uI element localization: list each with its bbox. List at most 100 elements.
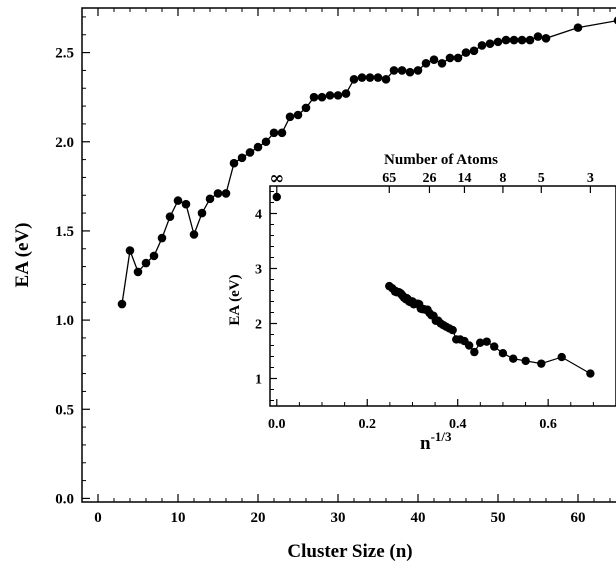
inset-top-tick-label: 65 [382, 171, 396, 186]
inset-data-point [537, 359, 546, 368]
main-data-point [517, 35, 527, 45]
inset-x-tick-label: 0.4 [449, 417, 467, 432]
main-data-point [501, 35, 511, 45]
main-data-point [285, 112, 295, 122]
main-data-point [269, 128, 279, 138]
main-data-point [405, 67, 415, 77]
main-data-point [453, 53, 463, 63]
main-data-point [141, 258, 151, 268]
main-data-point [429, 55, 439, 65]
main-y-tick-label: 0.5 [55, 402, 74, 418]
inset-data-point [521, 356, 530, 366]
main-data-point [445, 53, 455, 63]
main-data-point [413, 66, 423, 75]
main-x-tick-label: 10 [171, 510, 186, 526]
main-data-point [301, 103, 311, 113]
main-data-point [381, 75, 391, 84]
main-data-point [213, 189, 223, 198]
main-data-point [357, 73, 367, 82]
inset-data-point [557, 352, 566, 362]
main-data-point [333, 91, 343, 100]
inset-background [262, 150, 616, 412]
inset-y-tick-label: 2 [255, 318, 262, 333]
main-data-point [181, 199, 191, 209]
inset-data-point [490, 342, 499, 351]
inset-x-axis-title: n-1/3 [420, 429, 452, 454]
main-x-tick-label: 50 [491, 510, 506, 526]
main-data-point [485, 39, 495, 48]
inset-x-tick-label: 0.0 [268, 417, 286, 432]
inset-series [272, 192, 595, 378]
main-data-point [461, 48, 471, 57]
main-chart: 0 10 20 30 40 50 60 0.0 0.5 1.0 1.5 2.0 2.5 Cluster … [12, 7, 616, 562]
main-data-point [573, 23, 583, 32]
inset-y-axis-title: EA (eV) [227, 274, 243, 325]
main-data-point [157, 233, 167, 243]
main-data-point [373, 73, 383, 82]
inset-y-tick-label: 1 [255, 373, 262, 388]
main-plot-frame [81, 7, 616, 503]
main-data-point [197, 208, 207, 218]
main-data-point [277, 128, 287, 138]
inset-top-axis-title: Number of Atoms [384, 152, 498, 168]
inset-data-point [498, 349, 508, 358]
inset-data-point [586, 369, 595, 378]
inset-data-point [475, 338, 485, 347]
main-data-point [173, 196, 183, 205]
inset-chart: 0.0 0.2 0.4 0.6 1 2 3 4 65 26 14 8 5 3 ∞ Number of Ato… [227, 150, 616, 454]
main-data-point [477, 41, 487, 50]
main-data-point [493, 37, 503, 47]
inset-data-point [482, 337, 491, 346]
main-data-point [525, 35, 535, 45]
main-data-point [245, 148, 255, 157]
main-x-tick-label: 40 [411, 510, 426, 526]
main-x-axis-title: Cluster Size (n) [287, 541, 412, 562]
main-data-point [509, 35, 519, 45]
main-data-point [469, 46, 479, 56]
main-data-point [389, 66, 399, 75]
main-y-tick-label: 1.5 [55, 224, 74, 240]
main-data-point [325, 91, 335, 100]
main-y-axis-title: EA (eV) [12, 223, 33, 288]
inset-top-tick-label: 8 [499, 171, 506, 186]
main-data-point [189, 230, 199, 239]
main-data-point [237, 153, 247, 163]
inset-plot-frame [269, 185, 616, 407]
inset-top-tick-label: 5 [538, 171, 545, 186]
inset-top-infinity-label: ∞ [269, 168, 284, 189]
main-data-point [309, 92, 319, 102]
main-data-point [165, 212, 175, 221]
main-data-point [149, 251, 159, 261]
main-data-point [341, 89, 351, 98]
inset-data-point [470, 347, 479, 357]
main-y-tick-label: 2.5 [55, 46, 74, 62]
main-y-tick-label: 2.0 [55, 135, 74, 151]
main-data-point [533, 32, 543, 41]
main-x-tick-label: 60 [571, 510, 586, 526]
main-series [117, 16, 616, 309]
main-axes: 0 10 20 30 40 50 60 0.0 0.5 1.0 1.5 2.0 2.5 [55, 8, 611, 526]
inset-bulk-point [272, 192, 281, 202]
main-y-tick-label: 0.0 [55, 491, 74, 507]
inset-axes: 0.0 0.2 0.4 0.6 1 2 3 4 65 26 14 8 5 3 ∞ [255, 168, 594, 432]
main-data-point [117, 299, 127, 309]
main-data-point [365, 73, 375, 82]
main-data-point [253, 142, 263, 152]
inset-top-tick-label: 3 [587, 171, 594, 186]
inset-data-point [509, 354, 518, 363]
inset-data-point [452, 335, 461, 344]
inset-top-tick-label: 26 [422, 171, 436, 186]
main-data-point [421, 58, 431, 68]
inset-x-tick-label: 0.6 [539, 417, 557, 432]
inset-y-tick-label: 4 [255, 208, 262, 223]
inset-data-point [385, 281, 394, 291]
main-data-point [229, 158, 239, 168]
main-data-point [317, 92, 327, 102]
inset-top-tick-label: 14 [457, 171, 471, 186]
svg-text:n-1/3: n-1/3 [420, 429, 452, 454]
main-data-point [205, 194, 215, 204]
main-x-tick-label: 20 [251, 510, 266, 526]
main-data-point [221, 189, 231, 198]
main-data-point [125, 246, 135, 255]
